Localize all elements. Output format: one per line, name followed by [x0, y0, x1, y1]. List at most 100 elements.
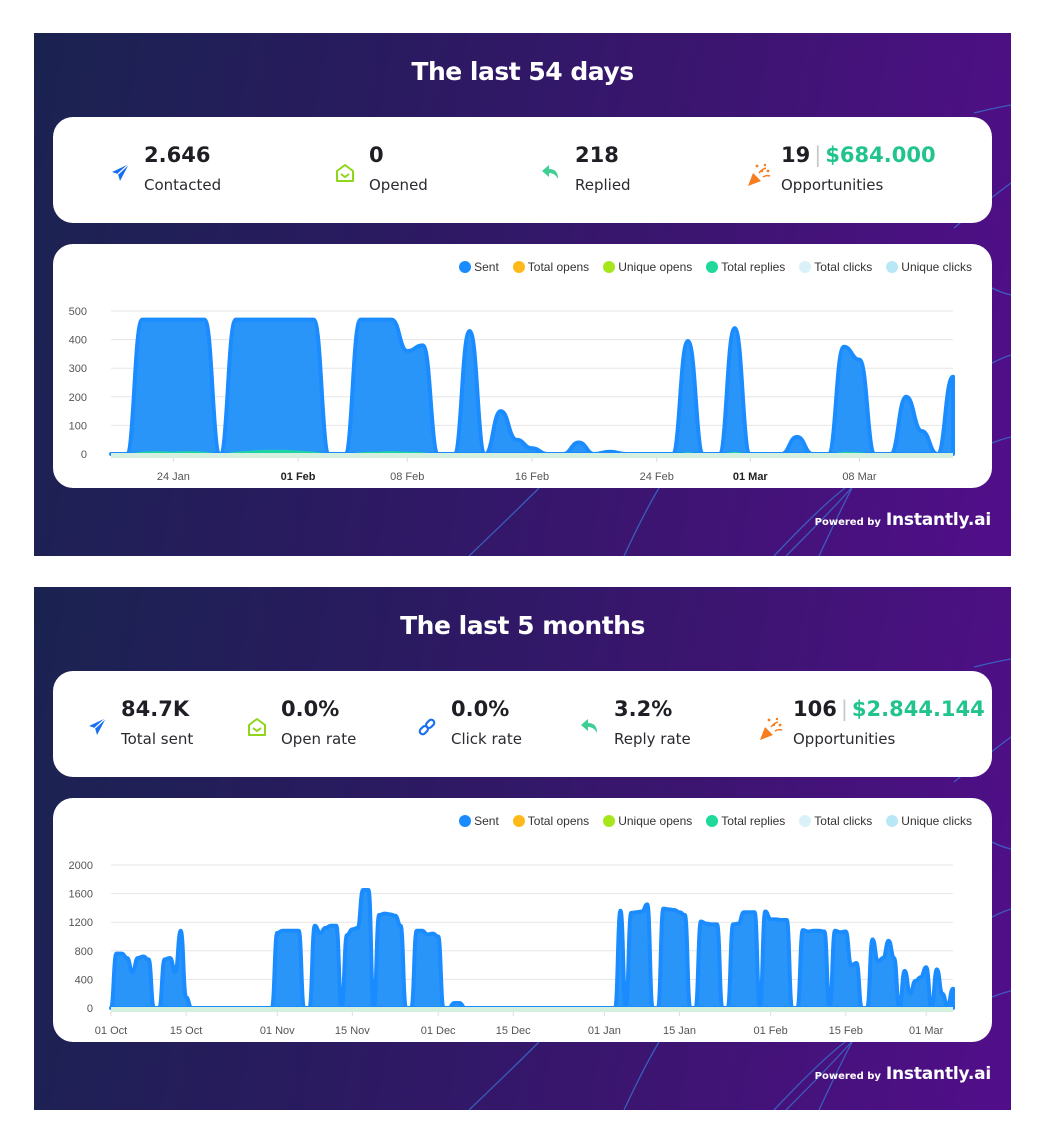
legend-label: Total replies — [721, 260, 786, 274]
stats-card: 84.7K Total sent 0.0% Open rate 0.0% Cli… — [53, 671, 992, 777]
legend-label: Unique clicks — [901, 814, 972, 828]
legend-label: Sent — [474, 260, 499, 274]
legend-label: Total clicks — [814, 814, 873, 828]
x-tick-label: 01 Mar — [733, 471, 769, 483]
chart-legend: Sent Total opens Unique opens Total repl… — [459, 260, 972, 274]
y-tick-label: 400 — [69, 335, 87, 347]
legend-item-total-replies[interactable]: Total replies — [706, 260, 785, 274]
y-tick-label: 500 — [69, 306, 87, 318]
stat-value: 0 — [369, 143, 384, 167]
open-envelope-icon — [245, 715, 269, 739]
y-tick-label: 200 — [69, 392, 87, 404]
opportunities-count: 106 — [793, 697, 837, 721]
open-envelope-icon — [333, 161, 357, 185]
y-tick-label: 0 — [81, 449, 87, 461]
separator: | — [840, 697, 848, 721]
y-tick-label: 800 — [75, 946, 93, 958]
reply-arrow-icon — [539, 161, 563, 185]
legend-label: Total replies — [721, 814, 786, 828]
zero-series-baseline — [111, 453, 953, 458]
legend-dot — [799, 815, 812, 827]
legend-dot — [459, 815, 472, 827]
party-popper-icon — [757, 715, 783, 740]
legend-label: Sent — [474, 814, 499, 828]
legend-label: Total clicks — [814, 260, 873, 274]
legend-label: Total opens — [527, 260, 590, 274]
legend-item-sent[interactable]: Sent — [459, 814, 499, 828]
powered-by-badge: Powered by Instantly.ai — [814, 510, 992, 530]
stat-label: Open rate — [281, 730, 357, 748]
legend-label: Unique opens — [618, 814, 693, 828]
stat-label: Opportunities — [793, 730, 896, 748]
y-tick-label: 1600 — [69, 889, 93, 901]
y-tick-label: 2000 — [69, 860, 93, 872]
stat-value: 0.0% — [281, 697, 340, 721]
legend-item-total-opens[interactable]: Total opens — [512, 260, 590, 274]
legend-label: Unique clicks — [901, 260, 972, 274]
stat-label: Replied — [575, 176, 631, 194]
sent-area-chart: 0 400 800 1200 1600 2000 01 Oct 15 Oct 01 Nov 15 … — [69, 860, 955, 1037]
legend-label: Total opens — [527, 814, 590, 828]
stat-value: 0.0% — [451, 697, 510, 721]
legend-item-total-clicks[interactable]: Total clicks — [799, 814, 872, 828]
legend-item-unique-clicks[interactable]: Unique clicks — [886, 814, 972, 828]
legend-dot — [886, 261, 899, 273]
y-tick-label: 300 — [69, 363, 87, 375]
powered-by-badge: Powered by Instantly.ai — [814, 1064, 992, 1084]
legend-item-unique-opens[interactable]: Unique opens — [603, 260, 692, 274]
legend-dot — [706, 815, 719, 827]
x-tick-label: 01 Feb — [281, 471, 316, 483]
x-tick-label: 15 Oct — [170, 1025, 202, 1037]
stat-value: 19 | $684.000 — [781, 143, 936, 167]
panel-title: The last 5 months — [400, 611, 645, 640]
x-tick-label: 16 Feb — [515, 471, 549, 483]
legend-item-total-opens[interactable]: Total opens — [512, 814, 590, 828]
legend-dot — [603, 261, 616, 273]
reply-arrow-icon — [578, 715, 602, 739]
legend-item-total-clicks[interactable]: Total clicks — [799, 260, 872, 274]
legend-dot — [706, 261, 719, 273]
stat-value: 218 — [575, 143, 619, 167]
x-tick-label: 15 Feb — [829, 1025, 863, 1037]
stat-label: Opportunities — [781, 176, 884, 194]
stat-value: 84.7K — [121, 697, 190, 721]
report-panel-54-days: The last 54 days 2.646 Contacted 0 Opene… — [34, 33, 1011, 556]
legend-dot — [512, 815, 525, 827]
powered-by-text: Powered by — [814, 1071, 881, 1082]
legend-item-unique-opens[interactable]: Unique opens — [603, 814, 692, 828]
x-tick-label: 01 Dec — [421, 1025, 456, 1037]
opportunities-amount: $2.844.144 — [851, 697, 985, 721]
party-popper-icon — [745, 161, 771, 186]
report-panel-5-months: The last 5 months 84.7K Total sent 0.0% … — [34, 587, 1011, 1110]
legend-item-sent[interactable]: Sent — [459, 260, 499, 274]
stat-value: 106 | $2.844.144 — [793, 697, 985, 721]
stat-value: 2.646 — [144, 143, 211, 167]
stat-label: Opened — [369, 176, 428, 194]
x-tick-label: 08 Feb — [390, 471, 424, 483]
chart-card: Sent Total opens Unique opens Total repl… — [53, 798, 992, 1042]
stats-card: 2.646 Contacted 0 Opened 218 Replied 19 |… — [53, 117, 992, 223]
powered-by-text: Powered by — [814, 517, 881, 528]
x-tick-label: 15 Dec — [496, 1025, 531, 1037]
legend-dot — [799, 261, 812, 273]
x-tick-label: 24 Feb — [640, 471, 674, 483]
legend-label: Unique opens — [618, 260, 693, 274]
y-tick-label: 400 — [75, 974, 93, 986]
x-tick-label: 01 Mar — [909, 1025, 944, 1037]
legend-item-total-replies[interactable]: Total replies — [706, 814, 785, 828]
opportunities-amount: $684.000 — [825, 143, 936, 167]
separator: | — [814, 143, 822, 167]
paper-plane-icon — [85, 715, 109, 739]
stat-label: Click rate — [451, 730, 522, 748]
x-tick-label: 01 Jan — [588, 1025, 621, 1037]
legend-dot — [459, 261, 472, 273]
brand-logo: Instantly.ai — [885, 1064, 991, 1084]
panel-title: The last 54 days — [411, 57, 634, 86]
x-tick-label: 01 Oct — [95, 1025, 127, 1037]
legend-dot — [886, 815, 899, 827]
x-tick-label: 01 Feb — [754, 1025, 788, 1037]
legend-item-unique-clicks[interactable]: Unique clicks — [886, 260, 972, 274]
x-tick-label: 15 Jan — [663, 1025, 696, 1037]
x-tick-label: 08 Mar — [842, 471, 877, 483]
sent-area-chart: 0 100 200 300 400 500 24 Jan 01 Feb 08 Feb 16 Feb… — [69, 306, 955, 483]
